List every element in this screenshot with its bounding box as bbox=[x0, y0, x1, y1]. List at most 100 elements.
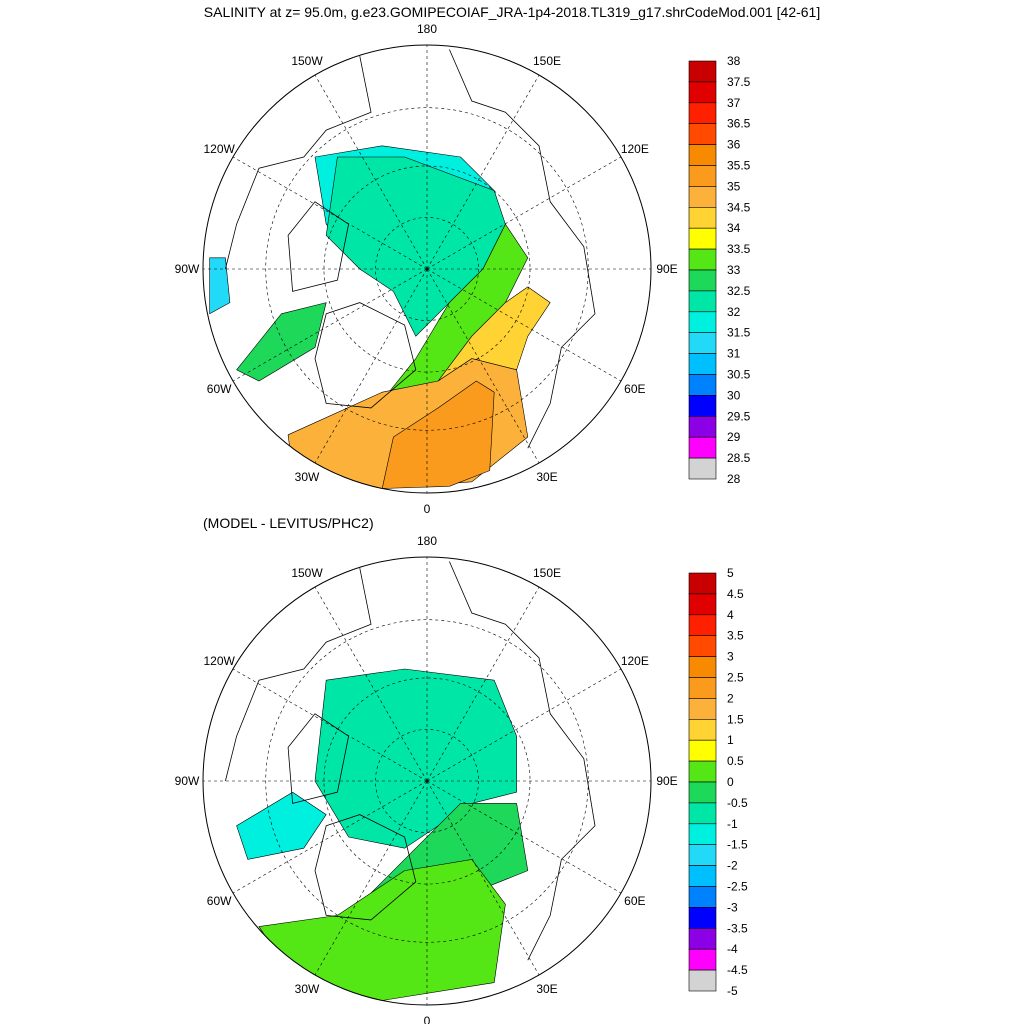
longitude-label: 150E bbox=[533, 54, 561, 68]
longitude-label: 60E bbox=[624, 382, 645, 396]
colorbar-tick-label: -3.5 bbox=[727, 921, 748, 935]
colorbar-swatch bbox=[688, 269, 717, 292]
colorbar-tick-label: 30 bbox=[727, 388, 741, 402]
longitude-label: 60W bbox=[207, 382, 232, 396]
colorbar-tick-label: 3.5 bbox=[727, 629, 744, 643]
diff-subtitle: (MODEL - LEVITUS/PHC2) bbox=[203, 515, 374, 531]
map-panel-0: 180 150E 120E 90E 60E 30E 0 30W 60W 90W 120W 150W 38… bbox=[175, 22, 751, 516]
colorbar-swatch bbox=[688, 760, 717, 783]
colorbar-swatch bbox=[688, 81, 717, 104]
meridian-line bbox=[426, 586, 540, 782]
colorbar-tick-label: 31 bbox=[727, 347, 741, 361]
colorbar-swatch bbox=[688, 635, 717, 657]
colorbar-tick-label: 2 bbox=[727, 691, 734, 705]
longitude-label: 30W bbox=[295, 470, 320, 484]
colorbar-tick-label: 30.5 bbox=[727, 368, 751, 382]
longitude-label: 60W bbox=[207, 894, 232, 908]
meridian-line bbox=[314, 586, 428, 782]
colorbar-tick-label: 5 bbox=[727, 566, 734, 580]
colorbar-swatch bbox=[688, 781, 717, 804]
colorbar-swatch bbox=[688, 374, 717, 396]
coastline-2 bbox=[314, 814, 417, 921]
longitude-label: 30E bbox=[536, 470, 557, 484]
longitude-label: 0 bbox=[424, 1014, 431, 1024]
colorbar-tick-label: 36.5 bbox=[727, 117, 751, 131]
colorbar-swatch bbox=[688, 436, 717, 459]
parallel-circle bbox=[323, 165, 531, 373]
colorbar-tick-label: 1.5 bbox=[727, 712, 744, 726]
colorbar-swatch bbox=[688, 395, 717, 417]
colorbar-swatch bbox=[688, 698, 717, 720]
colorbar-tick-label: 32 bbox=[727, 305, 741, 319]
colorbar-swatch bbox=[688, 165, 717, 187]
parallel-circle bbox=[375, 217, 479, 321]
colorbar-tick-label: -3 bbox=[727, 900, 738, 914]
meridian-line bbox=[426, 268, 540, 464]
colorbar-swatch bbox=[688, 457, 717, 480]
colorbar-tick-label: 37 bbox=[727, 96, 741, 110]
longitude-label: 90W bbox=[175, 774, 200, 788]
colorbar-swatch bbox=[688, 186, 717, 208]
colorbar-tick-label: 1 bbox=[727, 733, 734, 747]
colorbar-tick-label: 4 bbox=[727, 608, 734, 622]
colorbar-swatch bbox=[688, 207, 717, 229]
colorbar-swatch bbox=[688, 614, 717, 636]
colorbar-tick-label: 35 bbox=[727, 179, 741, 193]
meridian-line bbox=[426, 156, 622, 270]
colorbar-tick-label: -4 bbox=[727, 942, 738, 956]
longitude-label: 120W bbox=[203, 654, 235, 668]
coastline-3 bbox=[287, 713, 350, 804]
colorbar-swatch bbox=[688, 572, 717, 595]
longitude-label: 0 bbox=[424, 502, 431, 516]
colorbar-tick-label: 33 bbox=[727, 263, 741, 277]
colorbar-swatch bbox=[688, 415, 717, 438]
meridian-line bbox=[314, 780, 428, 976]
longitude-label: 120W bbox=[203, 142, 235, 156]
colorbar-swatch bbox=[688, 311, 717, 333]
longitude-label: 150E bbox=[533, 566, 561, 580]
meridian-line bbox=[426, 780, 540, 976]
region-hudson-bay bbox=[209, 257, 231, 315]
colorbar-tick-label: 31.5 bbox=[727, 326, 751, 340]
field-layer bbox=[203, 45, 651, 493]
longitude-label: 150W bbox=[291, 566, 323, 580]
coastline-3 bbox=[287, 201, 350, 292]
colorbar-tick-label: 37.5 bbox=[727, 75, 751, 89]
colorbar-tick-label: -2.5 bbox=[727, 880, 748, 894]
colorbar-swatch bbox=[688, 969, 717, 992]
colorbar-swatch bbox=[688, 802, 717, 825]
colorbar-swatch bbox=[688, 677, 717, 699]
chart-title: SALINITY at z= 95.0m, g.e23.GOMIPECOIAF_… bbox=[203, 4, 821, 20]
region-baffin-bay-bias bbox=[236, 791, 327, 860]
longitude-label: 30W bbox=[295, 982, 320, 996]
colorbar-tick-label: 32.5 bbox=[727, 284, 751, 298]
colorbar-swatch bbox=[688, 886, 717, 908]
colorbar-swatch bbox=[688, 353, 717, 375]
field-layer bbox=[203, 557, 651, 1005]
meridian-line bbox=[232, 156, 428, 270]
colorbar-tick-label: 28.5 bbox=[727, 451, 751, 465]
meridian-line bbox=[232, 668, 428, 782]
colorbar-swatch bbox=[688, 718, 717, 741]
region-norwegian-atlantic-inflow bbox=[381, 380, 495, 489]
meridian-line bbox=[314, 74, 428, 270]
meridian-line bbox=[314, 268, 428, 464]
meridian-line bbox=[232, 780, 428, 894]
colorbar-tick-label: -1 bbox=[727, 817, 738, 831]
meridian-line bbox=[426, 780, 622, 894]
coastline-0 bbox=[225, 56, 372, 270]
colorbar-tick-label: 34.5 bbox=[727, 200, 751, 214]
colorbar-tick-label: -1.5 bbox=[727, 838, 748, 852]
coastline-1 bbox=[449, 561, 596, 961]
colorbar-tick-label: 35.5 bbox=[727, 159, 751, 173]
colorbar-tick-label: 29 bbox=[727, 430, 741, 444]
map-boundary bbox=[202, 44, 652, 494]
colorbar-swatch bbox=[688, 739, 717, 762]
colorbar-swatch bbox=[688, 123, 717, 145]
coastline-1 bbox=[449, 49, 596, 449]
colorbar-tick-label: 36 bbox=[727, 138, 741, 152]
region-baffin-bay bbox=[236, 302, 327, 382]
colorbar-tick-label: 0.5 bbox=[727, 754, 744, 768]
colorbar-swatch bbox=[688, 290, 717, 313]
